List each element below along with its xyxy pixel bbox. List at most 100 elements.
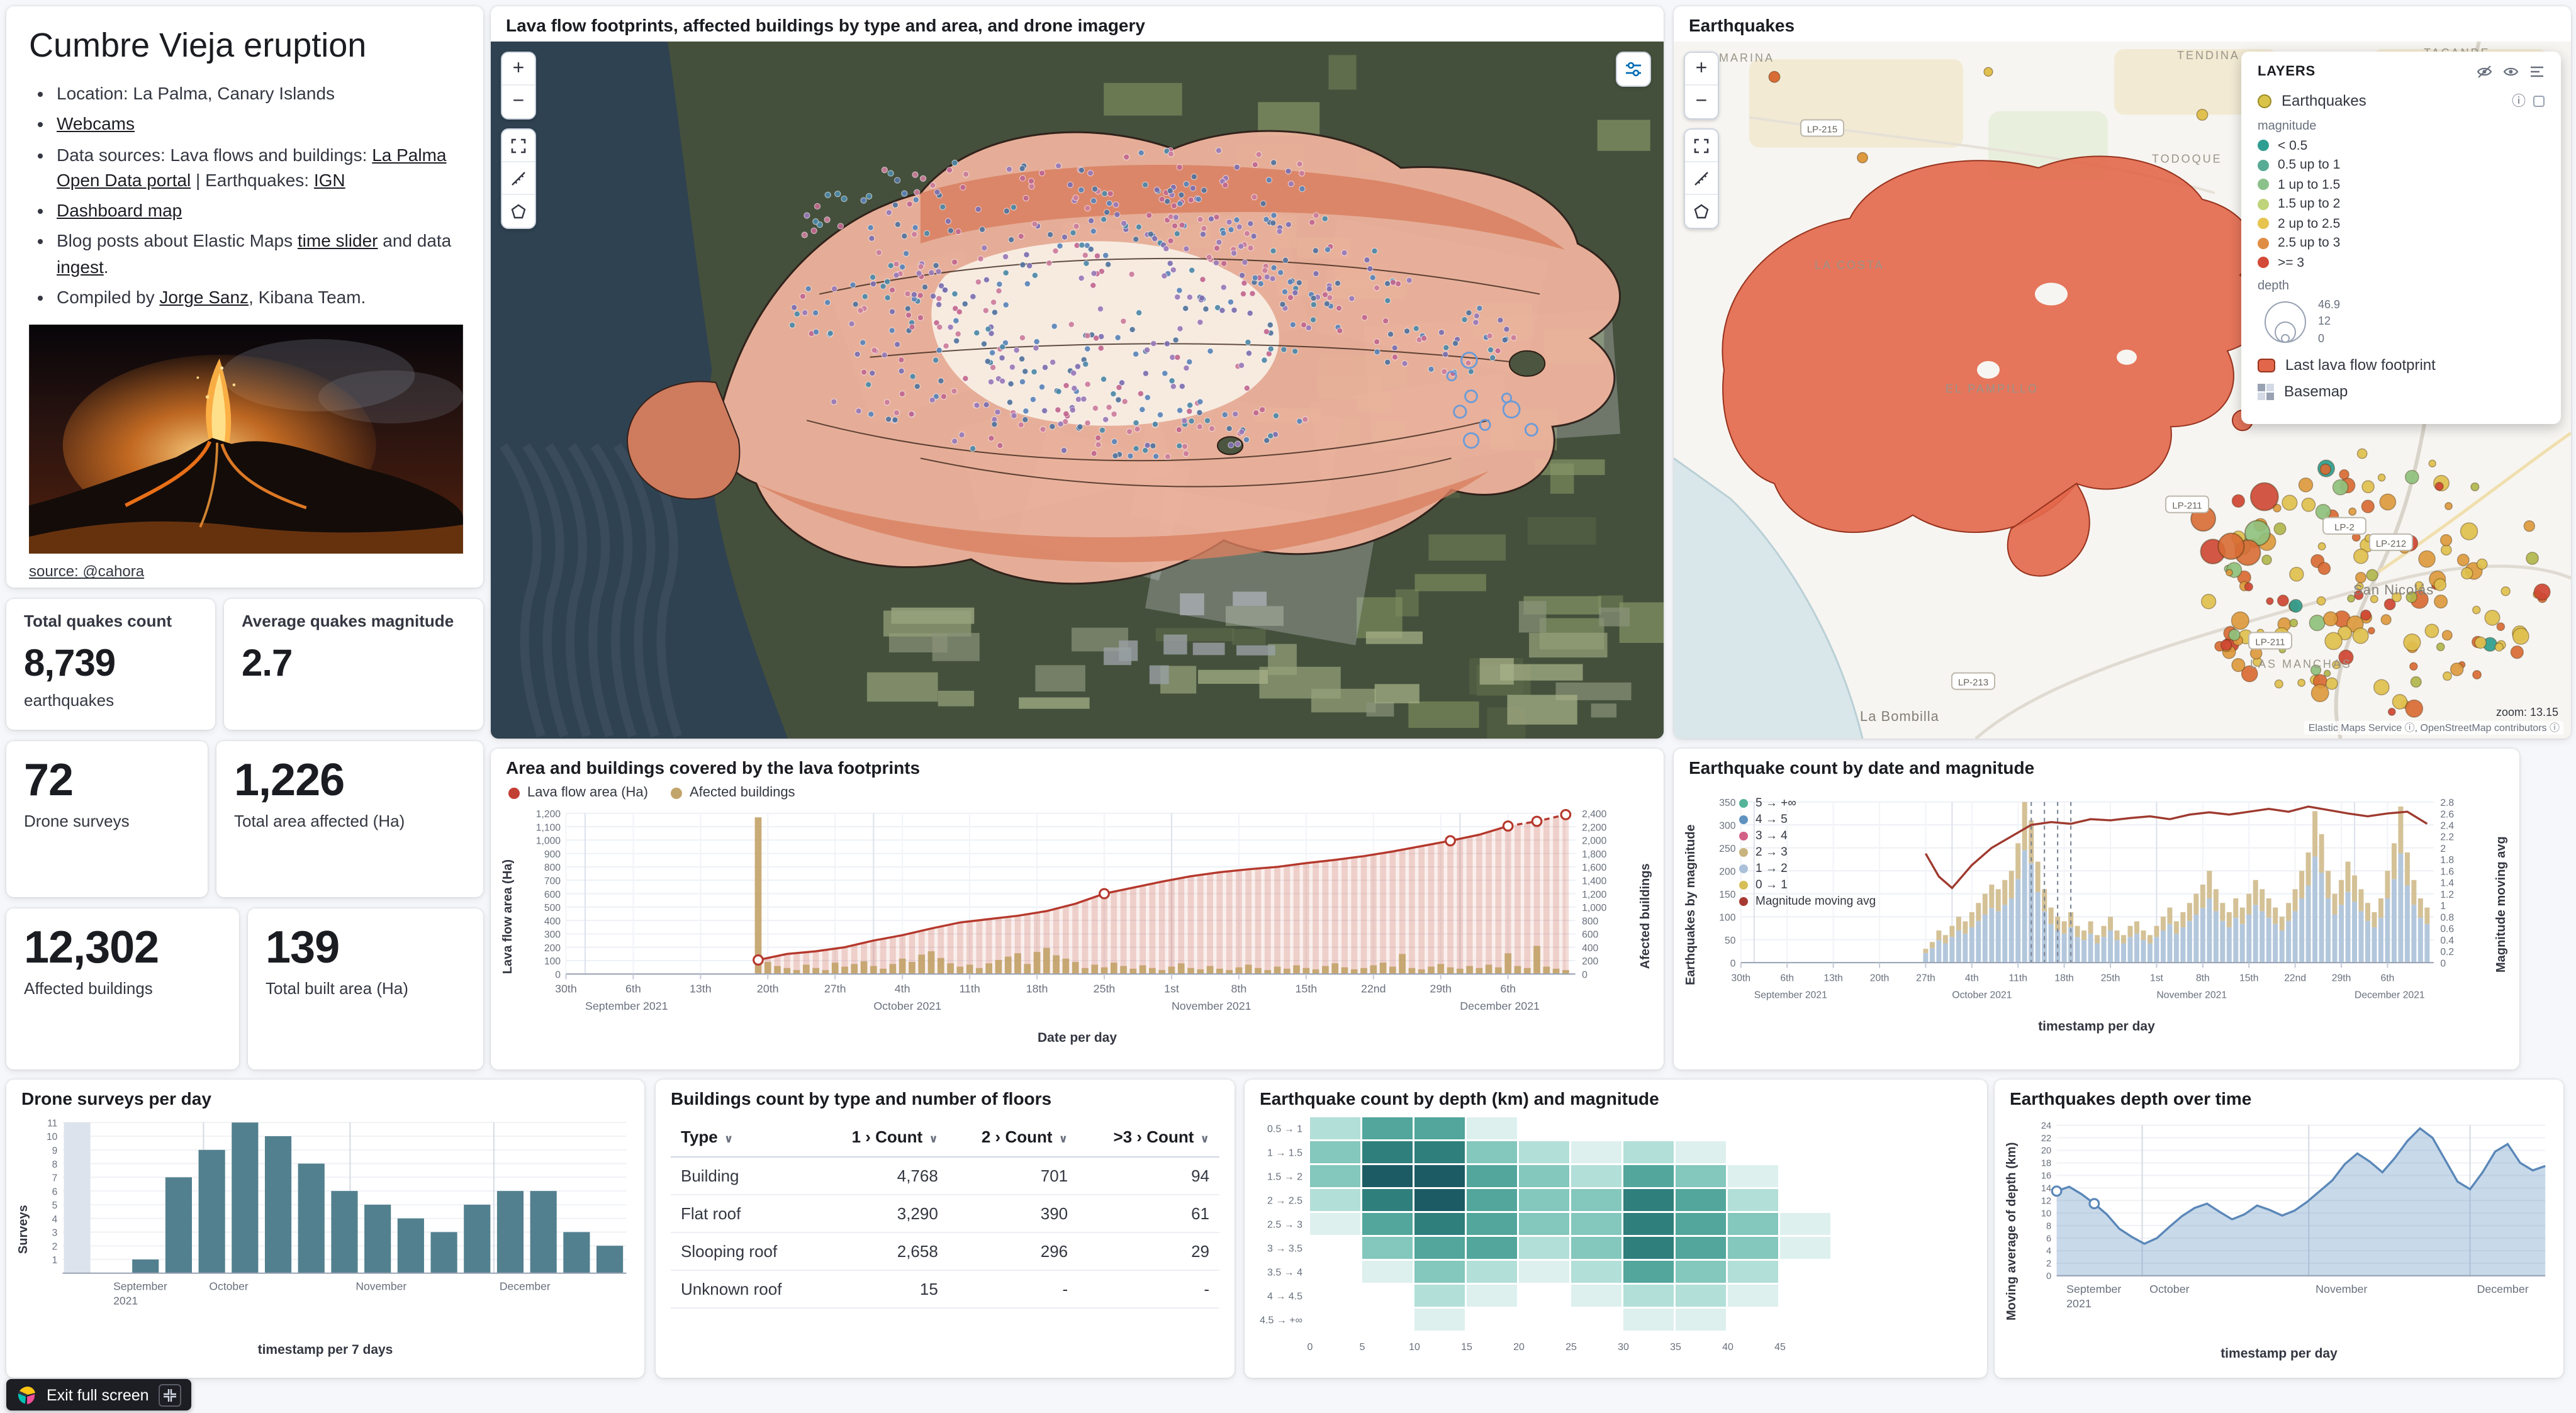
svg-text:LP-215: LP-215	[1807, 124, 1837, 135]
exit-full-screen-button[interactable]: Exit full screen	[6, 1379, 192, 1410]
svg-text:25th: 25th	[1094, 983, 1116, 995]
markdown-link[interactable]: Jorge Sanz	[159, 287, 249, 308]
legend-item[interactable]: 2 → 3	[1739, 846, 1876, 859]
sort-chevron-icon: ∨	[1058, 1132, 1068, 1145]
svg-text:1st: 1st	[1164, 983, 1179, 995]
zoom-in-button[interactable]: +	[502, 53, 535, 86]
legend-item[interactable]: Lava flow area (Ha)	[508, 785, 648, 800]
svg-text:11th: 11th	[2009, 973, 2027, 983]
fit-to-data-button[interactable]	[502, 130, 535, 162]
hide-layers-icon[interactable]	[2477, 64, 2493, 79]
volcano-figure: source: @cahora	[29, 325, 463, 581]
legend-item[interactable]: Magnitude moving avg	[1739, 895, 1876, 908]
table-header[interactable]: 2 › Count ∨	[948, 1117, 1078, 1158]
building-dots	[788, 147, 1517, 460]
svg-text:14: 14	[2041, 1184, 2051, 1194]
svg-text:300: 300	[1719, 821, 1735, 832]
markdown-link[interactable]: Webcams	[57, 113, 135, 134]
exit-fullscreen-icon	[159, 1383, 182, 1406]
earthquake-dots	[1768, 67, 2551, 718]
depth-over-time-chart: 024681012141618202224September2021Octobe…	[2041, 1121, 2546, 1310]
legend-dot	[1739, 864, 1748, 873]
layer-settings-icon[interactable]	[2529, 64, 2545, 79]
magnitude-class: 1 up to 1.5	[2258, 177, 2545, 192]
markdown-bullets: Location: La Palma, Canary Islands Webcam…	[29, 81, 461, 310]
svg-text:15: 15	[1461, 1342, 1472, 1353]
panel-title: Earthquakes depth over time	[2010, 1088, 2252, 1109]
layers-panel: LAYERS Earthquakes ⓘ magnitude < 0.5 0.5 …	[2241, 52, 2561, 424]
markdown-link[interactable]: La Palma Open Data portal	[57, 144, 447, 190]
svg-text:8th: 8th	[1231, 983, 1247, 995]
svg-text:1,400: 1,400	[1582, 876, 1607, 886]
lava-map[interactable]: + −	[491, 42, 1664, 739]
svg-text:1,000: 1,000	[536, 836, 561, 847]
layer-earthquakes[interactable]: Earthquakes	[2282, 92, 2366, 109]
svg-text:0.4: 0.4	[2440, 935, 2454, 946]
measure-tool-button[interactable]	[502, 162, 535, 195]
volcano-photo	[29, 325, 463, 554]
info-icon[interactable]: ⓘ	[2512, 94, 2526, 109]
legend-item[interactable]: 1 → 2	[1739, 862, 1876, 876]
measure-tool-button[interactable]	[1685, 162, 1718, 195]
lava-footprint-swatch	[2258, 358, 2275, 372]
svg-text:2: 2	[2440, 844, 2446, 854]
magnitude-class: 2 up to 2.5	[2258, 216, 2545, 231]
depth-label: depth	[2258, 279, 2290, 293]
legend-item[interactable]: 5 → +∞	[1739, 796, 1876, 810]
svg-text:0.2: 0.2	[2440, 947, 2454, 958]
metric-sub: Total built area (Ha)	[266, 979, 408, 998]
zoom-out-button[interactable]: −	[502, 86, 535, 118]
svg-text:4.5 → +∞: 4.5 → +∞	[1260, 1315, 1302, 1326]
photo-source-link[interactable]: source: @cahora	[29, 562, 145, 581]
metric-sub: Affected buildings	[24, 979, 153, 998]
area-buildings-chart: 0 100 200 300 400 500 600 700 800 900 1,000 1,100 1,…	[536, 808, 1607, 1012]
markdown-bullet: Webcams	[57, 111, 461, 137]
zoom-in-button[interactable]: +	[1685, 53, 1718, 86]
svg-text:0: 0	[1730, 958, 1736, 969]
svg-text:2: 2	[2046, 1259, 2051, 1269]
table-header[interactable]: 1 › Count ∨	[818, 1117, 948, 1158]
svg-text:10: 10	[2041, 1209, 2051, 1219]
markdown-bullet: Dashboard map	[57, 198, 461, 223]
svg-text:40: 40	[1722, 1342, 1733, 1353]
map-attribution[interactable]: Elastic Maps Service ⓘ, OpenStreetMap co…	[2304, 721, 2563, 735]
table-header[interactable]: Type ∨	[671, 1117, 819, 1158]
draw-tool-button[interactable]	[502, 195, 535, 228]
y-axis-title: Moving average of depth (km)	[2005, 1141, 2019, 1321]
panel-title: Earthquake count by date and magnitude	[1689, 757, 2035, 778]
zoom-out-button[interactable]: −	[1685, 86, 1718, 118]
svg-text:1.6: 1.6	[2440, 866, 2454, 877]
svg-text:1.2: 1.2	[2440, 890, 2454, 900]
area-chart-legend: Lava flow area (Ha) Afected buildings	[491, 781, 1664, 803]
layer-lava-footprint[interactable]: Last lava flow footprint	[2285, 356, 2436, 374]
fit-to-data-button[interactable]	[1685, 130, 1718, 162]
show-layers-icon[interactable]	[2503, 64, 2519, 79]
table-header[interactable]: >3 › Count ∨	[1078, 1117, 1219, 1158]
markdown-link[interactable]: IGN	[313, 169, 345, 190]
markdown-link[interactable]: Dashboard map	[57, 200, 182, 221]
svg-text:La Bombilla: La Bombilla	[1860, 708, 1939, 724]
svg-text:350: 350	[1719, 798, 1735, 808]
svg-text:29th: 29th	[2332, 973, 2351, 983]
svg-text:1st: 1st	[2150, 973, 2164, 983]
svg-text:20: 20	[1513, 1342, 1525, 1353]
svg-text:0.5 → 1: 0.5 → 1	[1267, 1124, 1302, 1135]
svg-text:5: 5	[1360, 1342, 1365, 1353]
timeslider-toggle-button[interactable]	[1616, 52, 1651, 87]
legend-toggle-icon[interactable]	[2533, 95, 2545, 106]
legend-item[interactable]: 4 → 5	[1739, 813, 1876, 827]
legend-item[interactable]: 3 → 4	[1739, 829, 1876, 843]
svg-text:LP-213: LP-213	[1958, 678, 1988, 688]
markdown-link[interactable]: ingest	[57, 256, 104, 277]
markdown-link[interactable]: time slider	[297, 230, 378, 251]
layer-basemap[interactable]: Basemap	[2284, 383, 2348, 400]
svg-text:6th: 6th	[1500, 983, 1516, 995]
draw-tool-button[interactable]	[1685, 195, 1718, 228]
legend-item[interactable]: 0 → 1	[1739, 878, 1876, 892]
legend-item[interactable]: Afected buildings	[671, 785, 795, 800]
quake-count-panel: Earthquake count by date and magnitude 5…	[1674, 749, 2519, 1070]
markdown-bullet: Location: La Palma, Canary Islands	[57, 81, 461, 106]
svg-text:6th: 6th	[625, 983, 641, 995]
